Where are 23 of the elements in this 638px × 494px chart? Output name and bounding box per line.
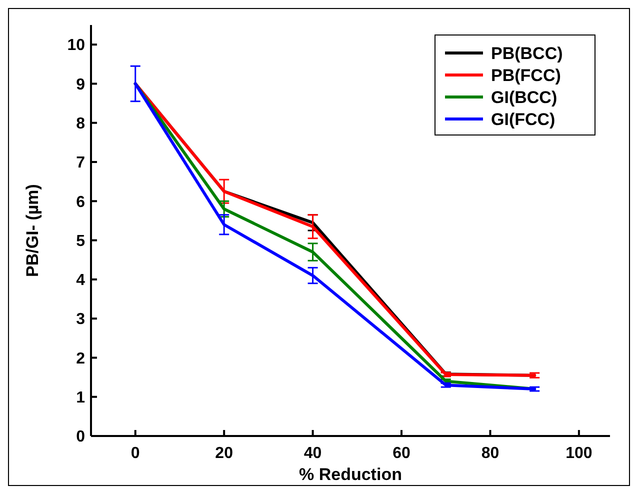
x-axis-title: % Reduction — [299, 465, 402, 484]
y-tick-label: 0 — [76, 428, 86, 446]
y-tick-label: 3 — [76, 311, 86, 328]
x-tick-label: 100 — [566, 445, 592, 462]
legend-label: PB(FCC) — [491, 66, 561, 85]
y-tick-label: 1 — [76, 389, 86, 406]
y-tick-label: 10 — [67, 37, 86, 54]
legend-label: GI(BCC) — [491, 88, 558, 107]
y-tick-label: 2 — [76, 350, 86, 368]
y-tick-label: 7 — [76, 154, 86, 172]
x-tick-label: 60 — [392, 445, 411, 462]
x-tick-label: 40 — [304, 445, 322, 462]
legend-label: GI(FCC) — [491, 110, 556, 129]
x-tick-label: 80 — [481, 445, 500, 462]
x-tick-label: 0 — [130, 445, 140, 462]
y-tick-label: 4 — [76, 272, 86, 290]
y-tick-label: 8 — [76, 115, 86, 132]
x-tick-label: 20 — [215, 445, 234, 462]
y-tick-label: 5 — [76, 232, 86, 250]
y-tick-label: 6 — [76, 194, 86, 211]
y-tick-label: 9 — [76, 76, 86, 94]
legend-label: PB(BCC) — [491, 44, 563, 63]
y-axis-title: PB/GI- (µm) — [23, 184, 42, 277]
